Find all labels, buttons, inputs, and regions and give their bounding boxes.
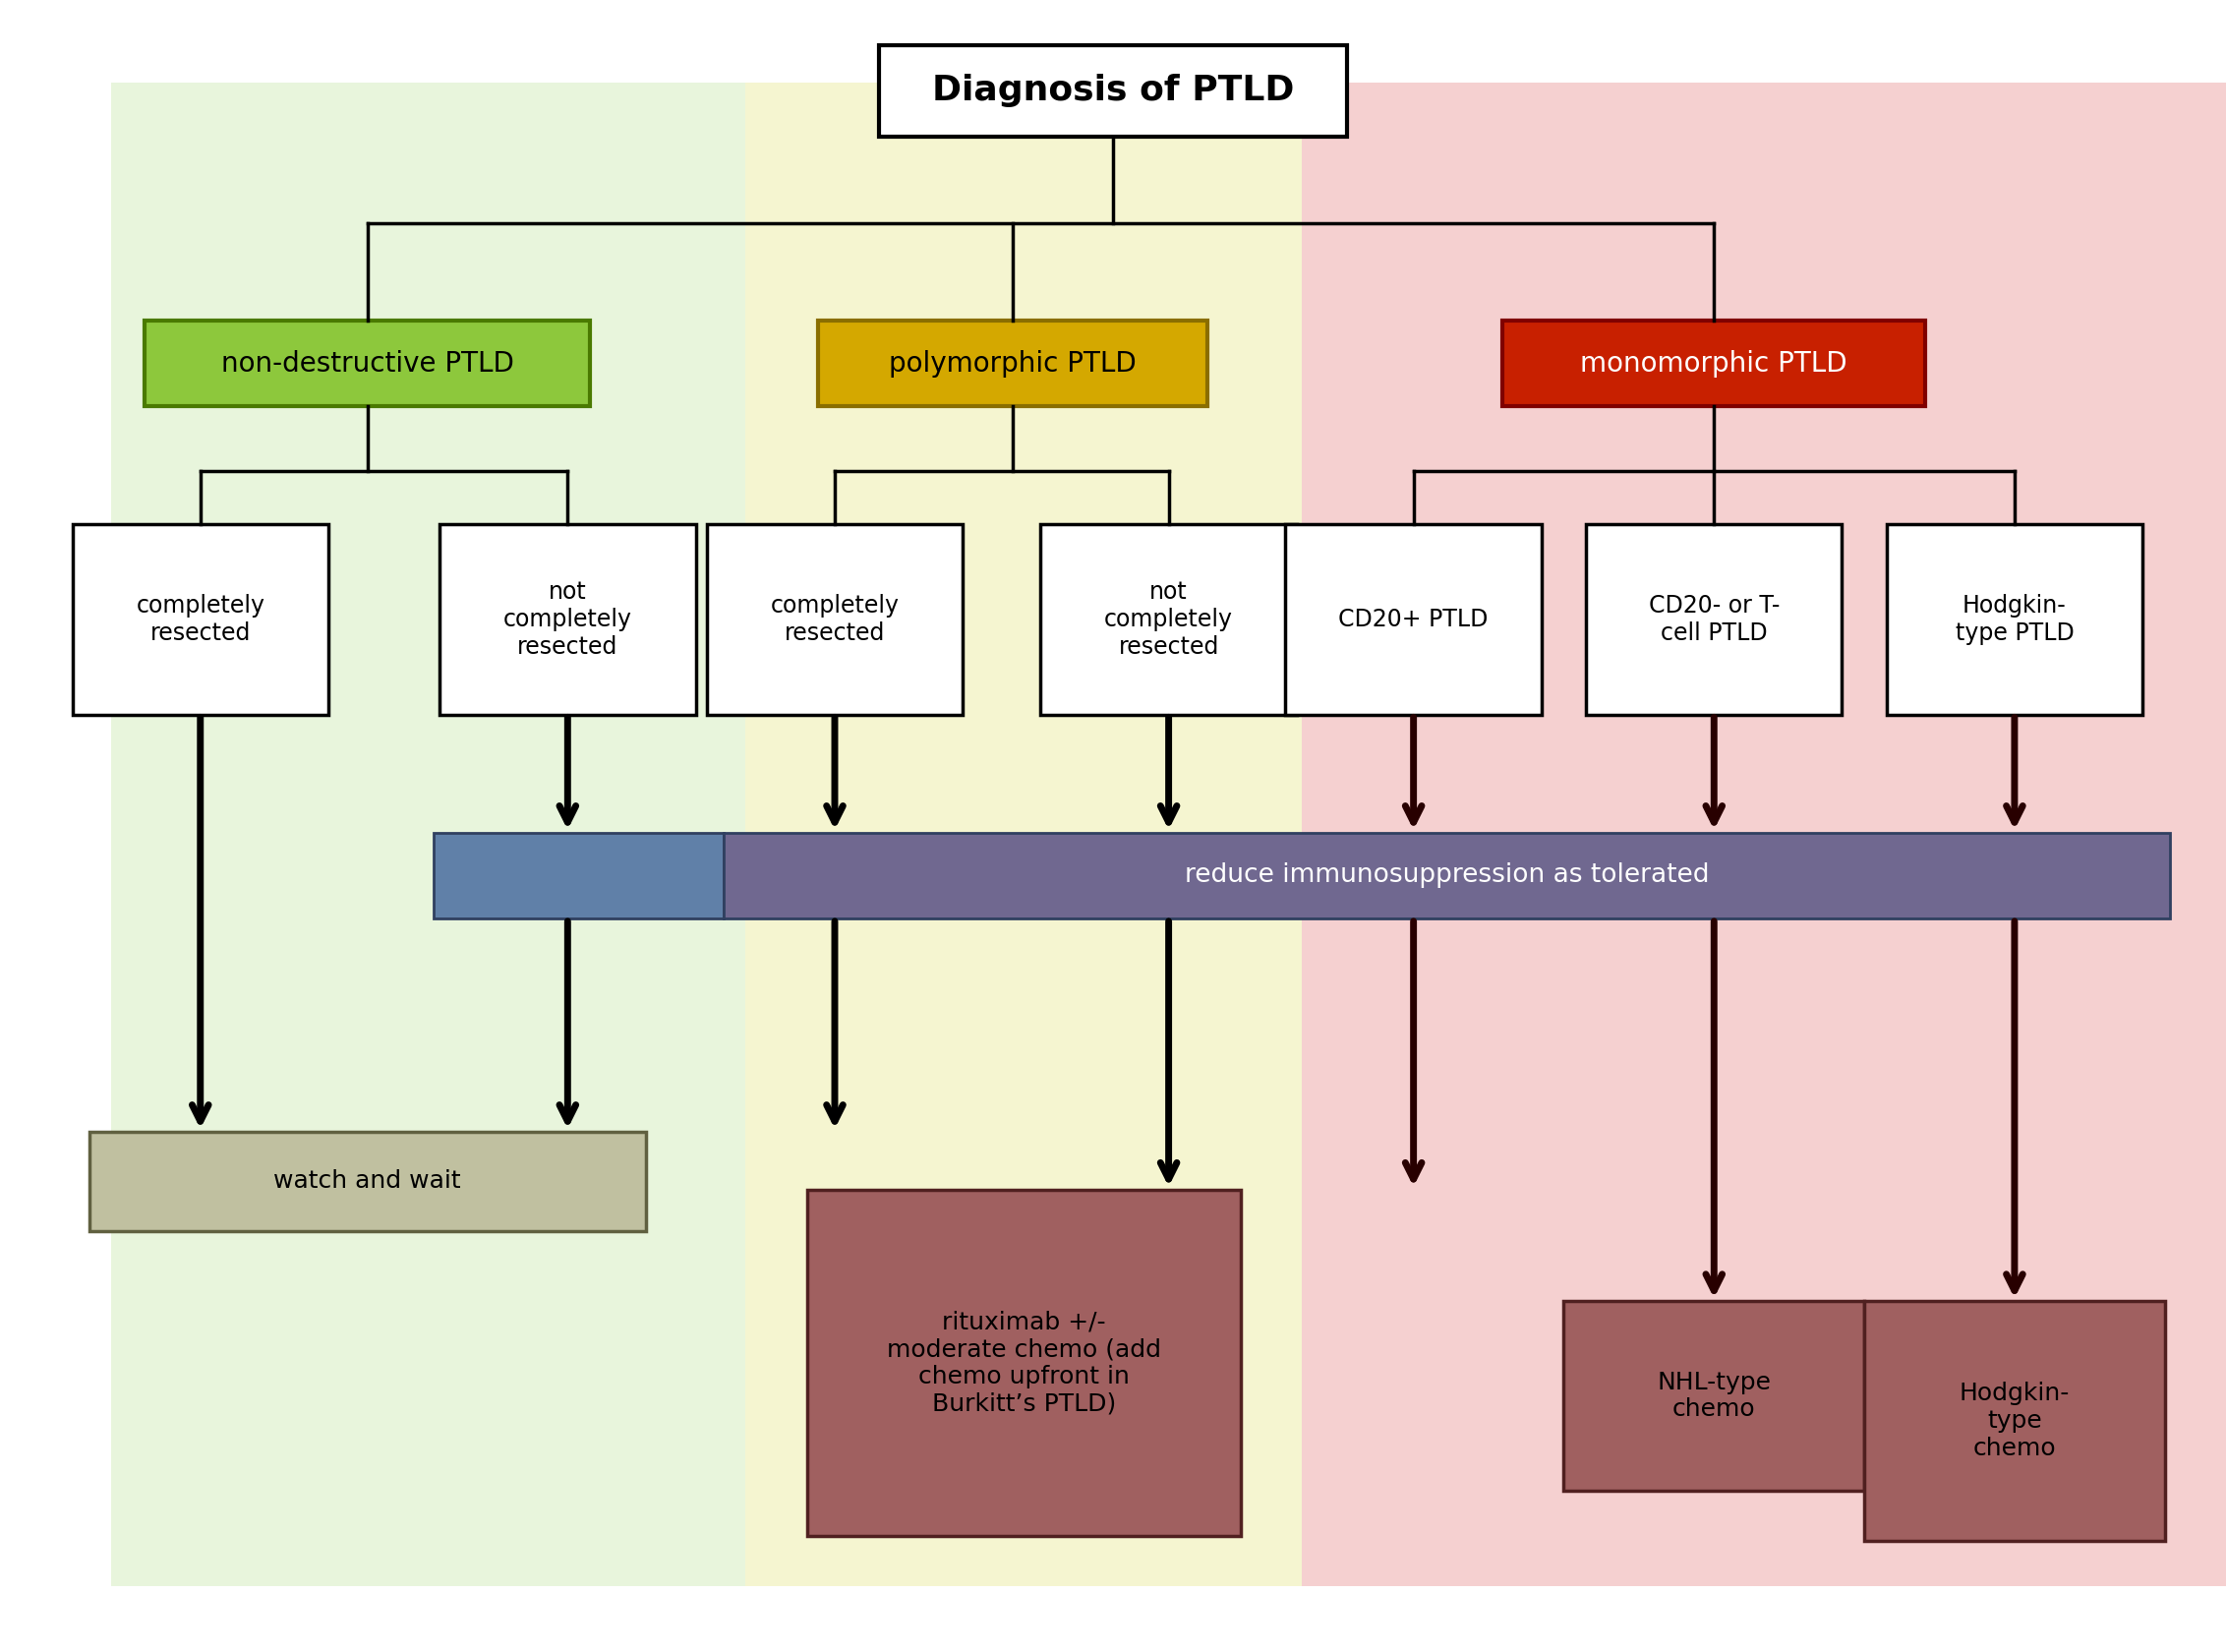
Text: completely
resected: completely resected — [136, 595, 265, 644]
Bar — [1042, 525, 1296, 714]
Text: rituximab +/-
moderate chemo (add
chemo upfront in
Burkitt’s PTLD): rituximab +/- moderate chemo (add chemo … — [886, 1310, 1162, 1416]
Bar — [1585, 525, 1843, 714]
Text: CD20- or T-
cell PTLD: CD20- or T- cell PTLD — [1649, 595, 1779, 644]
Bar — [1563, 1302, 1865, 1490]
Text: completely
resected: completely resected — [770, 595, 899, 644]
Bar — [434, 833, 723, 919]
Text: reduce immunosuppression as tolerated: reduce immunosuppression as tolerated — [1184, 862, 1710, 889]
Bar — [723, 833, 2170, 919]
Bar — [1888, 525, 2141, 714]
Text: polymorphic PTLD: polymorphic PTLD — [888, 350, 1137, 377]
Bar — [1865, 1302, 2166, 1540]
Text: NHL-type
chemo: NHL-type chemo — [1656, 1371, 1772, 1421]
Bar — [1287, 525, 1540, 714]
Text: Hodgkin-
type PTLD: Hodgkin- type PTLD — [1954, 595, 2075, 644]
Bar — [111, 83, 857, 1586]
Bar — [806, 1189, 1242, 1536]
Text: not
completely
resected: not completely resected — [503, 580, 632, 659]
Text: non-destructive PTLD: non-destructive PTLD — [220, 350, 514, 377]
Text: Hodgkin-
type
chemo: Hodgkin- type chemo — [1959, 1381, 2070, 1460]
Bar — [441, 525, 695, 714]
Text: Diagnosis of PTLD: Diagnosis of PTLD — [933, 74, 1293, 107]
Bar — [145, 320, 590, 406]
Bar — [819, 320, 1206, 406]
Bar — [879, 45, 1347, 137]
Bar — [746, 83, 1302, 1586]
Text: not
completely
resected: not completely resected — [1104, 580, 1233, 659]
Text: CD20+ PTLD: CD20+ PTLD — [1338, 608, 1489, 631]
Bar — [1302, 83, 2226, 1586]
Bar — [708, 525, 962, 714]
Bar — [89, 1132, 646, 1231]
Text: watch and wait: watch and wait — [274, 1170, 461, 1193]
Text: monomorphic PTLD: monomorphic PTLD — [1580, 350, 1848, 377]
Bar — [71, 525, 327, 714]
Bar — [1503, 320, 1925, 406]
